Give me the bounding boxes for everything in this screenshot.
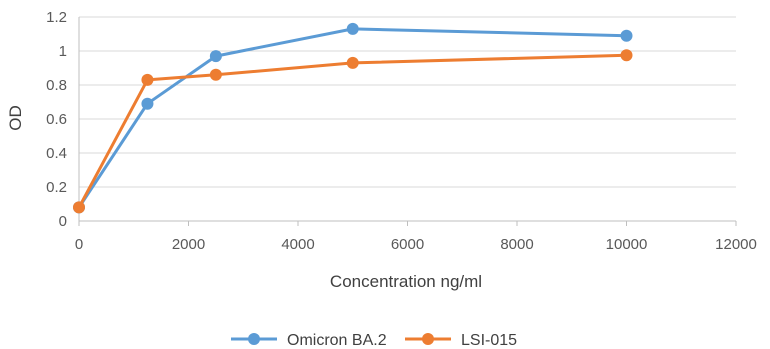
- y-axis-title: OD: [6, 105, 25, 131]
- x-tick-label: 10000: [606, 236, 648, 253]
- y-tick-label: 0.8: [46, 77, 67, 94]
- legend-label: LSI-015: [461, 332, 517, 349]
- x-axis-title: Concentration ng/ml: [330, 272, 482, 291]
- legend-item: LSI-015: [405, 332, 517, 349]
- legend: Omicron BA.2 LSI-015: [231, 332, 517, 349]
- y-tick-label: 0: [59, 213, 67, 230]
- series-group: [73, 22, 633, 214]
- data-point: [141, 73, 154, 86]
- y-tick-label: 1.2: [46, 9, 67, 26]
- x-tick-label: 6000: [391, 236, 424, 253]
- data-point: [620, 49, 633, 62]
- x-tick-labels: 0 2000 4000 6000 8000 10000 12000: [75, 236, 757, 253]
- legend-marker: [422, 333, 434, 345]
- series-line: [77, 53, 627, 209]
- x-tick-label: 12000: [715, 236, 757, 253]
- legend-marker: [248, 333, 260, 345]
- data-point: [620, 29, 633, 42]
- legend-item: Omicron BA.2: [231, 332, 387, 349]
- data-point: [209, 50, 222, 63]
- data-point: [209, 68, 222, 81]
- gridlines: [79, 16, 736, 188]
- x-tick-label: 0: [75, 236, 83, 253]
- x-tick-label: 8000: [500, 236, 533, 253]
- data-point: [73, 201, 85, 214]
- y-tick-labels: 0 0.2 0.4 0.6 0.8 1 1.2: [46, 9, 67, 230]
- data-point: [346, 22, 359, 35]
- data-point: [141, 97, 154, 110]
- y-tick-label: 0.2: [46, 179, 67, 196]
- y-tick-label: 1: [59, 43, 67, 60]
- x-tick-label: 4000: [281, 236, 314, 253]
- series-line: [77, 27, 627, 209]
- data-point: [346, 56, 359, 69]
- axes: [78, 17, 737, 226]
- y-tick-label: 0.4: [46, 145, 67, 162]
- y-tick-label: 0.6: [46, 111, 67, 128]
- x-tick-label: 2000: [172, 236, 205, 253]
- series-1: [73, 49, 633, 214]
- legend-label: Omicron BA.2: [287, 332, 387, 349]
